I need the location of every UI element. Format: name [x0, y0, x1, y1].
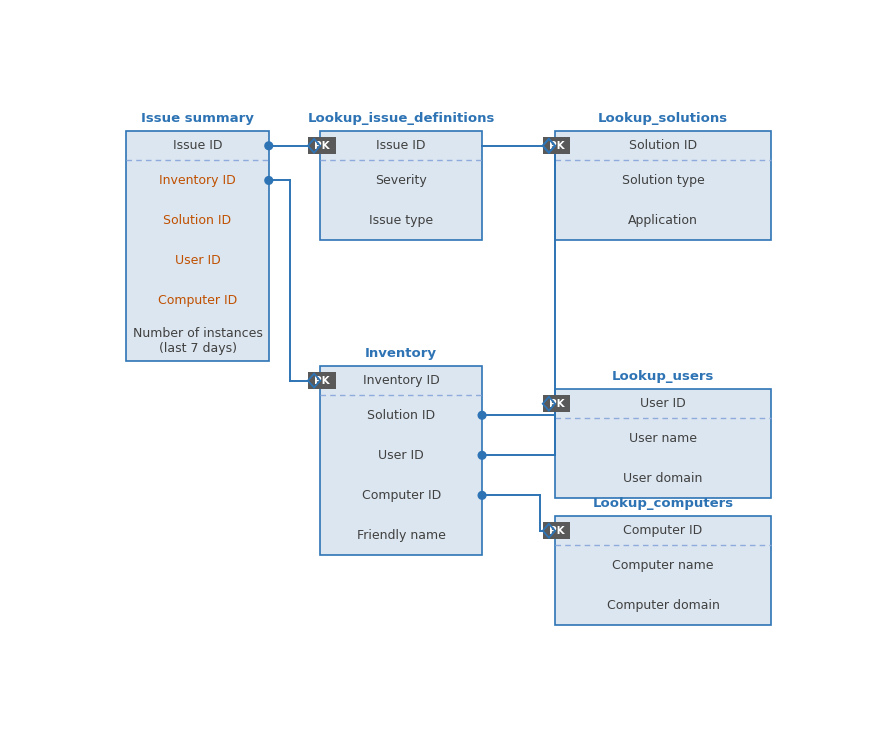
Text: Issue ID: Issue ID	[173, 139, 222, 152]
Text: Lookup_computers: Lookup_computers	[593, 497, 734, 510]
Text: PK: PK	[549, 399, 564, 408]
Circle shape	[265, 177, 273, 184]
Text: Lookup_solutions: Lookup_solutions	[598, 112, 728, 125]
Text: Friendly name: Friendly name	[356, 529, 445, 542]
Text: User name: User name	[629, 432, 697, 445]
Text: PK: PK	[314, 141, 330, 151]
Text: Solution type: Solution type	[622, 174, 705, 187]
Text: Number of instances
(last 7 days): Number of instances (last 7 days)	[132, 326, 263, 354]
FancyBboxPatch shape	[308, 372, 335, 389]
Circle shape	[478, 411, 486, 419]
Text: Computer ID: Computer ID	[624, 524, 703, 537]
Text: Issue type: Issue type	[370, 214, 433, 227]
FancyBboxPatch shape	[542, 522, 571, 539]
FancyBboxPatch shape	[555, 131, 771, 240]
Text: Solution ID: Solution ID	[367, 408, 436, 422]
Text: Computer name: Computer name	[612, 559, 714, 572]
Text: Issue summary: Issue summary	[141, 112, 254, 125]
Text: PK: PK	[549, 141, 564, 151]
Circle shape	[265, 142, 273, 149]
Text: Inventory: Inventory	[365, 347, 437, 360]
Text: Inventory ID: Inventory ID	[363, 374, 439, 387]
Text: Solution ID: Solution ID	[163, 214, 232, 227]
FancyBboxPatch shape	[542, 138, 571, 154]
Text: User ID: User ID	[175, 254, 220, 267]
Text: PK: PK	[549, 526, 564, 536]
Text: Severity: Severity	[376, 174, 427, 187]
Text: Lookup_issue_definitions: Lookup_issue_definitions	[308, 112, 495, 125]
Text: User ID: User ID	[378, 449, 424, 462]
Text: Issue ID: Issue ID	[377, 139, 426, 152]
Text: User ID: User ID	[640, 397, 686, 410]
FancyBboxPatch shape	[308, 138, 335, 154]
Text: Inventory ID: Inventory ID	[159, 174, 235, 187]
FancyBboxPatch shape	[320, 131, 482, 240]
Text: PK: PK	[314, 376, 330, 386]
Text: Solution ID: Solution ID	[629, 139, 697, 152]
Text: Application: Application	[628, 214, 698, 227]
Text: User domain: User domain	[624, 472, 703, 485]
Text: Lookup_users: Lookup_users	[612, 370, 714, 383]
Text: Computer ID: Computer ID	[158, 294, 237, 307]
Circle shape	[478, 451, 486, 459]
Circle shape	[478, 491, 486, 500]
Text: Computer domain: Computer domain	[607, 599, 720, 612]
FancyBboxPatch shape	[542, 395, 571, 412]
FancyBboxPatch shape	[555, 389, 771, 499]
FancyBboxPatch shape	[555, 517, 771, 625]
Text: Computer ID: Computer ID	[362, 489, 441, 502]
FancyBboxPatch shape	[126, 131, 269, 360]
FancyBboxPatch shape	[320, 366, 482, 556]
